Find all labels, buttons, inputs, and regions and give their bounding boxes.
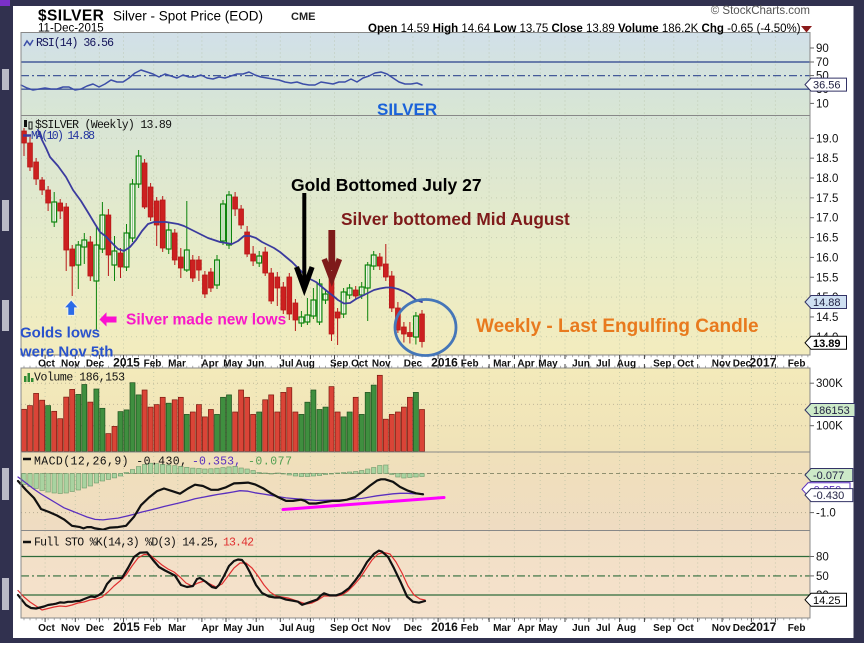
svg-text:Oct: Oct bbox=[351, 623, 368, 634]
svg-text:Aug: Aug bbox=[617, 623, 636, 634]
svg-text:Jun: Jun bbox=[572, 623, 590, 634]
svg-text:Jul: Jul bbox=[596, 359, 611, 370]
svg-text:Mar: Mar bbox=[168, 623, 186, 634]
svg-text:Jun: Jun bbox=[572, 359, 590, 370]
svg-text:90: 90 bbox=[816, 43, 829, 55]
svg-text:18.0: 18.0 bbox=[816, 173, 838, 185]
svg-text:300K: 300K bbox=[816, 378, 843, 390]
svg-text:Feb: Feb bbox=[461, 623, 479, 634]
svg-text:Sep: Sep bbox=[330, 359, 348, 370]
svg-text:Oct: Oct bbox=[351, 359, 368, 370]
svg-text:-0.430: -0.430 bbox=[813, 490, 844, 502]
svg-text:-0.353,: -0.353, bbox=[192, 456, 241, 469]
svg-text:2016: 2016 bbox=[431, 620, 458, 634]
svg-text:18.5: 18.5 bbox=[816, 153, 838, 165]
svg-text:Mar: Mar bbox=[493, 359, 511, 370]
svg-text:Dec: Dec bbox=[86, 623, 105, 634]
svg-text:Jul: Jul bbox=[279, 359, 294, 370]
svg-text:14.5: 14.5 bbox=[816, 312, 838, 324]
svg-text:Jun: Jun bbox=[246, 623, 264, 634]
svg-text:Sep: Sep bbox=[653, 359, 671, 370]
svg-text:13.42: 13.42 bbox=[223, 537, 254, 550]
svg-text:Silver bottomed Mid August: Silver bottomed Mid August bbox=[341, 209, 570, 229]
svg-text:11-Dec-2015: 11-Dec-2015 bbox=[38, 23, 104, 35]
svg-text:Oct: Oct bbox=[677, 359, 694, 370]
svg-text:Dec: Dec bbox=[404, 359, 423, 370]
svg-text:Apr: Apr bbox=[201, 359, 218, 370]
svg-text:Nov: Nov bbox=[372, 359, 391, 370]
svg-text:SILVER: SILVER bbox=[377, 100, 437, 119]
svg-text:2017: 2017 bbox=[750, 620, 777, 634]
svg-text:MA(10) 14.88: MA(10) 14.88 bbox=[31, 130, 95, 143]
svg-text:80: 80 bbox=[816, 552, 829, 564]
svg-text:2016: 2016 bbox=[431, 356, 458, 370]
svg-text:Nov: Nov bbox=[712, 623, 731, 634]
svg-text:Gold Bottomed July 27: Gold Bottomed July 27 bbox=[291, 175, 482, 195]
svg-text:Weekly - Last Engulfing Candle: Weekly - Last Engulfing Candle bbox=[476, 316, 759, 337]
svg-text:Feb: Feb bbox=[144, 623, 162, 634]
svg-text:50: 50 bbox=[816, 571, 829, 583]
svg-text:Apr: Apr bbox=[517, 623, 534, 634]
svg-text:Volume 186,153: Volume 186,153 bbox=[34, 372, 125, 385]
svg-text:May: May bbox=[223, 359, 243, 370]
svg-text:May: May bbox=[538, 359, 558, 370]
svg-text:Sep: Sep bbox=[653, 623, 671, 634]
svg-text:14.88: 14.88 bbox=[813, 297, 841, 309]
svg-text:Jul: Jul bbox=[596, 623, 611, 634]
svg-text:-1.0: -1.0 bbox=[816, 508, 836, 520]
svg-text:Aug: Aug bbox=[295, 623, 314, 634]
svg-text:19.0: 19.0 bbox=[816, 133, 838, 145]
svg-text:Apr: Apr bbox=[201, 623, 218, 634]
svg-text:Feb: Feb bbox=[788, 623, 806, 634]
svg-text:Aug: Aug bbox=[617, 359, 636, 370]
svg-text:2015: 2015 bbox=[113, 356, 140, 370]
svg-text:36.56: 36.56 bbox=[813, 80, 841, 92]
svg-text:Sep: Sep bbox=[330, 623, 348, 634]
svg-text:Jun: Jun bbox=[246, 359, 264, 370]
svg-text:-0.077: -0.077 bbox=[248, 456, 292, 469]
svg-text:10: 10 bbox=[816, 98, 829, 110]
svg-text:Oct: Oct bbox=[677, 623, 694, 634]
svg-text:Mar: Mar bbox=[493, 623, 511, 634]
svg-text:Open 14.59 High 14.64 Low 13.7: Open 14.59 High 14.64 Low 13.75 Close 13… bbox=[368, 23, 801, 35]
svg-text:Oct: Oct bbox=[38, 623, 55, 634]
svg-text:17.0: 17.0 bbox=[816, 213, 838, 225]
svg-text:70: 70 bbox=[816, 57, 829, 69]
svg-text:Nov: Nov bbox=[712, 359, 731, 370]
svg-text:100K: 100K bbox=[816, 421, 843, 433]
svg-text:2015: 2015 bbox=[113, 620, 140, 634]
svg-text:14.25: 14.25 bbox=[813, 595, 841, 607]
svg-text:13.89: 13.89 bbox=[813, 338, 841, 350]
svg-text:Feb: Feb bbox=[461, 359, 479, 370]
svg-text:Apr: Apr bbox=[517, 359, 534, 370]
svg-text:May: May bbox=[538, 623, 558, 634]
svg-text:Golds lows: Golds lows bbox=[20, 325, 100, 342]
svg-text:16.0: 16.0 bbox=[816, 252, 838, 264]
svg-text:MACD(12,26,9) -0.430,: MACD(12,26,9) -0.430, bbox=[34, 456, 187, 469]
svg-text:-0.077: -0.077 bbox=[813, 470, 844, 482]
svg-text:2017: 2017 bbox=[750, 356, 777, 370]
svg-text:Jul: Jul bbox=[279, 623, 294, 634]
svg-text:were Nov 5th: were Nov 5th bbox=[19, 344, 113, 361]
svg-text:Nov: Nov bbox=[372, 623, 391, 634]
svg-text:Feb: Feb bbox=[144, 359, 162, 370]
svg-text:Silver made new lows: Silver made new lows bbox=[126, 312, 286, 329]
svg-text:Full STO %K(14,3) %D(3) 14.25,: Full STO %K(14,3) %D(3) 14.25, bbox=[34, 537, 220, 550]
svg-text:Aug: Aug bbox=[295, 359, 314, 370]
svg-text:Nov: Nov bbox=[61, 623, 80, 634]
svg-text:RSI(14) 36.56: RSI(14) 36.56 bbox=[36, 37, 114, 50]
svg-text:Mar: Mar bbox=[168, 359, 186, 370]
svg-text:May: May bbox=[223, 623, 243, 634]
svg-text:Silver - Spot Price (EOD): Silver - Spot Price (EOD) bbox=[113, 9, 263, 24]
svg-text:15.5: 15.5 bbox=[816, 272, 838, 284]
svg-text:© StockCharts.com: © StockCharts.com bbox=[711, 5, 810, 17]
svg-text:CME: CME bbox=[291, 11, 315, 23]
svg-text:16.5: 16.5 bbox=[816, 233, 838, 245]
svg-text:Feb: Feb bbox=[788, 359, 806, 370]
svg-text:Dec: Dec bbox=[404, 623, 423, 634]
svg-text:17.5: 17.5 bbox=[816, 193, 838, 205]
svg-text:186153: 186153 bbox=[813, 405, 850, 417]
